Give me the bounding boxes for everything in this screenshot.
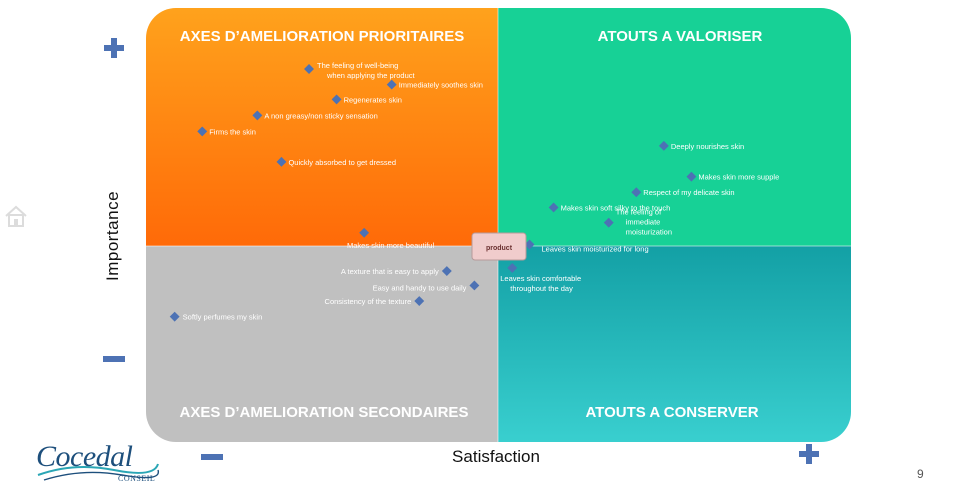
point-label: Makes skin more supple bbox=[698, 173, 779, 182]
scatter-point bbox=[469, 280, 480, 291]
scatter-point bbox=[441, 266, 452, 276]
point-label: Immediately soothes skin bbox=[399, 81, 483, 90]
point-label: Consistency of the texture bbox=[325, 297, 412, 306]
scatter-point bbox=[507, 262, 518, 273]
quadrant-bottom-right bbox=[498, 246, 851, 442]
scatter-point bbox=[631, 187, 642, 198]
point-label: Easy and handy to use daily bbox=[373, 283, 467, 292]
scatter-point bbox=[658, 140, 669, 151]
x-axis-high-plus-icon bbox=[799, 444, 819, 464]
point-label: Leaves skin comfortable throughout the da… bbox=[500, 274, 581, 293]
y-axis-low-minus-icon bbox=[103, 356, 125, 362]
scatter-point bbox=[414, 296, 425, 306]
logo-name: Cocedal bbox=[36, 440, 133, 473]
point-label: Leaves skin moisturized for long bbox=[542, 245, 649, 254]
point-label: Regenerates skin bbox=[344, 95, 402, 104]
quadrant-title-top-right: ATOUTS A VALORISER bbox=[598, 28, 763, 45]
point-label: Deeply nourishes skin bbox=[671, 142, 744, 151]
scatter-point bbox=[524, 239, 535, 250]
y-axis-high-plus-icon bbox=[104, 38, 124, 58]
point-label: Firms the skin bbox=[209, 127, 256, 136]
quadrant-title-bottom-left: AXES D’AMELIORATION SECONDAIRES bbox=[180, 404, 469, 421]
scatter-point bbox=[169, 311, 180, 322]
scatter-point bbox=[548, 202, 559, 213]
point-label: The feeling of immediate moisturization bbox=[616, 208, 672, 237]
point-label: Makes skin more beautiful bbox=[347, 241, 434, 250]
x-axis-low-minus-icon bbox=[201, 454, 223, 460]
page-number: 9 bbox=[917, 467, 924, 481]
scatter-point bbox=[359, 227, 370, 238]
scatter-point bbox=[276, 156, 287, 167]
y-axis-label: Importance bbox=[103, 190, 122, 282]
quadrant-bottom-left bbox=[146, 246, 498, 442]
scatter-point bbox=[603, 217, 614, 228]
company-logo: Cocedal CONSEIL bbox=[34, 440, 160, 486]
logo-subtitle: CONSEIL bbox=[118, 474, 156, 483]
center-product-label: product bbox=[486, 245, 513, 252]
quadrant-title-top-left: AXES D’AMELIORATION PRIORITAIRES bbox=[180, 28, 464, 45]
quadrant-title-bottom-right: ATOUTS A CONSERVER bbox=[585, 404, 758, 421]
x-axis-label: Satisfaction bbox=[452, 447, 540, 466]
point-label: A texture that is easy to apply bbox=[341, 267, 439, 276]
point-label: Softly perfumes my skin bbox=[183, 313, 263, 322]
logo-wave-icon bbox=[37, 463, 160, 481]
point-label: The feeling of well-being when applying t… bbox=[317, 61, 415, 80]
data-points: The feeling of well-being when applying t… bbox=[169, 61, 779, 322]
point-label: A non greasy/non sticky sensation bbox=[264, 111, 377, 120]
scatter-point bbox=[686, 171, 697, 182]
home-icon[interactable] bbox=[3, 203, 29, 229]
point-label: Makes skin soft silky to the touch bbox=[561, 203, 671, 212]
center-product-box: product bbox=[471, 232, 527, 261]
quadrant-top-left bbox=[146, 8, 498, 246]
point-label: Respect of my delicate skin bbox=[643, 188, 734, 197]
point-label: Quickly absorbed to get dressed bbox=[288, 158, 396, 167]
